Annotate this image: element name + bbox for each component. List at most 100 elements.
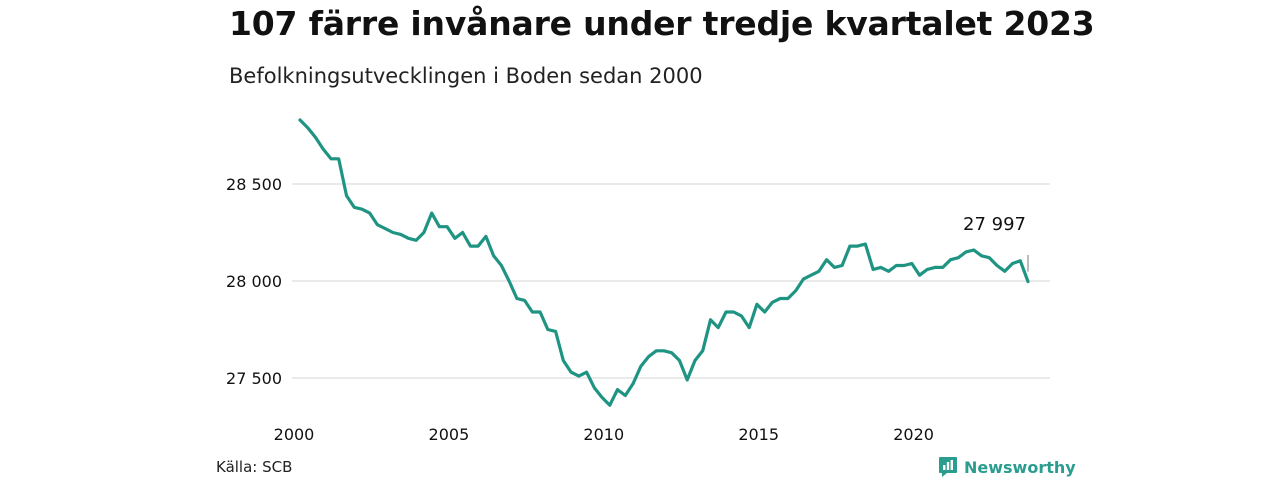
data-point bbox=[631, 382, 635, 386]
data-point bbox=[422, 231, 426, 234]
data-point bbox=[623, 394, 627, 397]
data-point bbox=[345, 194, 348, 197]
data-point bbox=[523, 299, 526, 302]
data-point bbox=[1011, 262, 1014, 265]
data-point bbox=[639, 365, 643, 368]
data-point bbox=[879, 266, 883, 269]
data-point bbox=[949, 258, 952, 261]
series-line bbox=[298, 118, 1030, 407]
data-point bbox=[1003, 270, 1007, 273]
data-point bbox=[469, 244, 472, 248]
gridlines bbox=[292, 183, 1050, 379]
data-point bbox=[701, 349, 705, 353]
data-point bbox=[306, 126, 310, 130]
x-axis-ticks: 2000 2005 2010 2015 2020 bbox=[274, 425, 934, 444]
y-tick-label: 28 000 bbox=[226, 272, 282, 291]
data-point bbox=[585, 370, 588, 374]
data-point bbox=[809, 273, 813, 277]
data-point bbox=[755, 302, 759, 306]
data-point bbox=[956, 256, 960, 260]
y-tick-label: 27 500 bbox=[226, 369, 282, 388]
data-point bbox=[670, 351, 674, 355]
data-point bbox=[864, 242, 867, 246]
data-point bbox=[740, 314, 743, 318]
data-point bbox=[399, 233, 402, 236]
data-point bbox=[662, 349, 666, 353]
data-point bbox=[546, 328, 550, 331]
data-point bbox=[825, 258, 828, 261]
data-point bbox=[833, 266, 836, 269]
data-point bbox=[352, 205, 356, 209]
data-point bbox=[515, 297, 519, 300]
data-point bbox=[693, 359, 697, 362]
data-point bbox=[910, 262, 914, 265]
data-point bbox=[329, 157, 333, 161]
data-point bbox=[926, 268, 929, 271]
data-point bbox=[840, 264, 844, 267]
annotation: 27 997 bbox=[963, 214, 1029, 272]
data-point bbox=[848, 244, 852, 248]
data-point bbox=[500, 264, 503, 267]
x-tick-label: 2010 bbox=[583, 425, 624, 444]
data-point bbox=[592, 386, 596, 390]
data-point bbox=[647, 355, 650, 358]
x-tick-label: 2015 bbox=[738, 425, 779, 444]
data-point bbox=[484, 235, 488, 238]
data-point bbox=[964, 250, 968, 254]
data-point bbox=[732, 310, 736, 314]
data-point bbox=[778, 297, 782, 300]
x-tick-label: 2020 bbox=[893, 425, 934, 444]
data-point bbox=[600, 396, 604, 399]
data-point bbox=[980, 254, 983, 258]
y-axis-ticks: 27 500 28 000 28 500 bbox=[226, 175, 282, 388]
data-point bbox=[445, 225, 449, 228]
data-point bbox=[616, 388, 619, 391]
data-point bbox=[391, 231, 395, 234]
data-point bbox=[763, 310, 766, 314]
data-point bbox=[794, 289, 797, 293]
data-point bbox=[562, 359, 565, 362]
data-point bbox=[933, 266, 937, 269]
data-point bbox=[453, 237, 457, 240]
newsworthy-logo-icon bbox=[939, 457, 957, 477]
data-point bbox=[298, 118, 302, 122]
data-point bbox=[314, 136, 317, 139]
series-layer bbox=[298, 118, 1030, 407]
data-point bbox=[941, 266, 945, 269]
x-tick-label: 2000 bbox=[274, 425, 315, 444]
data-point bbox=[817, 270, 821, 273]
data-point bbox=[786, 297, 790, 300]
data-point bbox=[995, 264, 999, 267]
data-point bbox=[461, 231, 464, 234]
data-point bbox=[716, 326, 720, 329]
data-point bbox=[414, 238, 418, 242]
data-point bbox=[608, 403, 612, 407]
data-point bbox=[554, 330, 557, 333]
data-point bbox=[407, 237, 410, 240]
data-point bbox=[577, 374, 581, 378]
data-point bbox=[538, 310, 542, 314]
last-value-label: 27 997 bbox=[963, 214, 1026, 235]
data-point bbox=[1026, 280, 1030, 283]
data-point bbox=[531, 310, 534, 314]
data-point bbox=[771, 301, 774, 304]
data-point bbox=[802, 277, 805, 281]
data-point bbox=[918, 273, 921, 277]
data-point bbox=[856, 244, 859, 248]
data-point bbox=[887, 270, 890, 273]
data-point bbox=[492, 254, 495, 258]
brand-name: Newsworthy bbox=[964, 457, 1076, 477]
data-point bbox=[902, 264, 906, 267]
chart-title: 107 färre invånare under tredje kvartale… bbox=[229, 4, 1095, 43]
data-point bbox=[747, 326, 751, 329]
data-point bbox=[709, 318, 712, 322]
data-point bbox=[972, 248, 976, 252]
data-point bbox=[569, 370, 573, 374]
data-point bbox=[476, 244, 480, 248]
data-point bbox=[507, 279, 511, 283]
data-point bbox=[321, 147, 325, 151]
data-point bbox=[383, 227, 387, 230]
data-point bbox=[654, 349, 658, 353]
data-point bbox=[724, 310, 728, 314]
